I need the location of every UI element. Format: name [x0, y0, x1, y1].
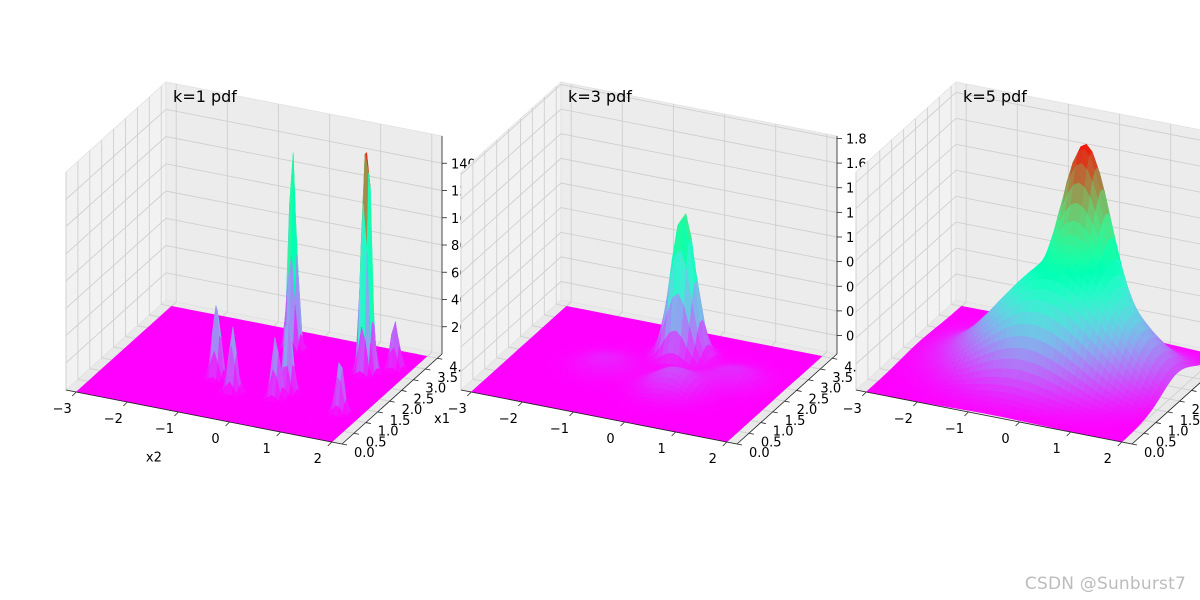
grid-line — [65, 245, 443, 336]
x-tick — [225, 421, 230, 427]
x-tick-label: 0 — [211, 432, 219, 447]
x-tick-label: −3 — [53, 402, 72, 417]
x-axis-label: x2 — [146, 451, 162, 466]
y-tick — [341, 443, 348, 446]
surface — [75, 152, 428, 443]
x-tick — [276, 431, 281, 437]
x-tick-label: 1 — [263, 442, 271, 457]
y-tick — [401, 390, 407, 392]
x-tick — [71, 391, 77, 397]
x-tick — [174, 411, 179, 417]
grid-line — [65, 163, 443, 255]
y-tick — [389, 400, 395, 403]
chart-title: k=1 pdf — [173, 87, 237, 106]
grid-line — [65, 108, 443, 200]
y-tick — [365, 422, 371, 424]
x-tick — [123, 401, 128, 407]
y-tick — [353, 432, 359, 435]
y-tick — [413, 379, 419, 382]
y-tick — [377, 411, 383, 414]
y-tick — [425, 368, 431, 371]
x-tick-label: 2 — [314, 452, 322, 467]
grid-line — [65, 272, 443, 364]
grid-line — [65, 136, 443, 227]
y-tick — [437, 357, 443, 360]
subplot-2: −3−2−10120.00.51.01.52.02.53.03.54.00.20… — [448, 81, 867, 467]
x-tick-label: −2 — [104, 412, 123, 427]
grid-line — [65, 217, 443, 309]
grid-line — [65, 190, 443, 282]
x-tick-label: −1 — [155, 422, 174, 437]
x-tick — [327, 441, 333, 447]
